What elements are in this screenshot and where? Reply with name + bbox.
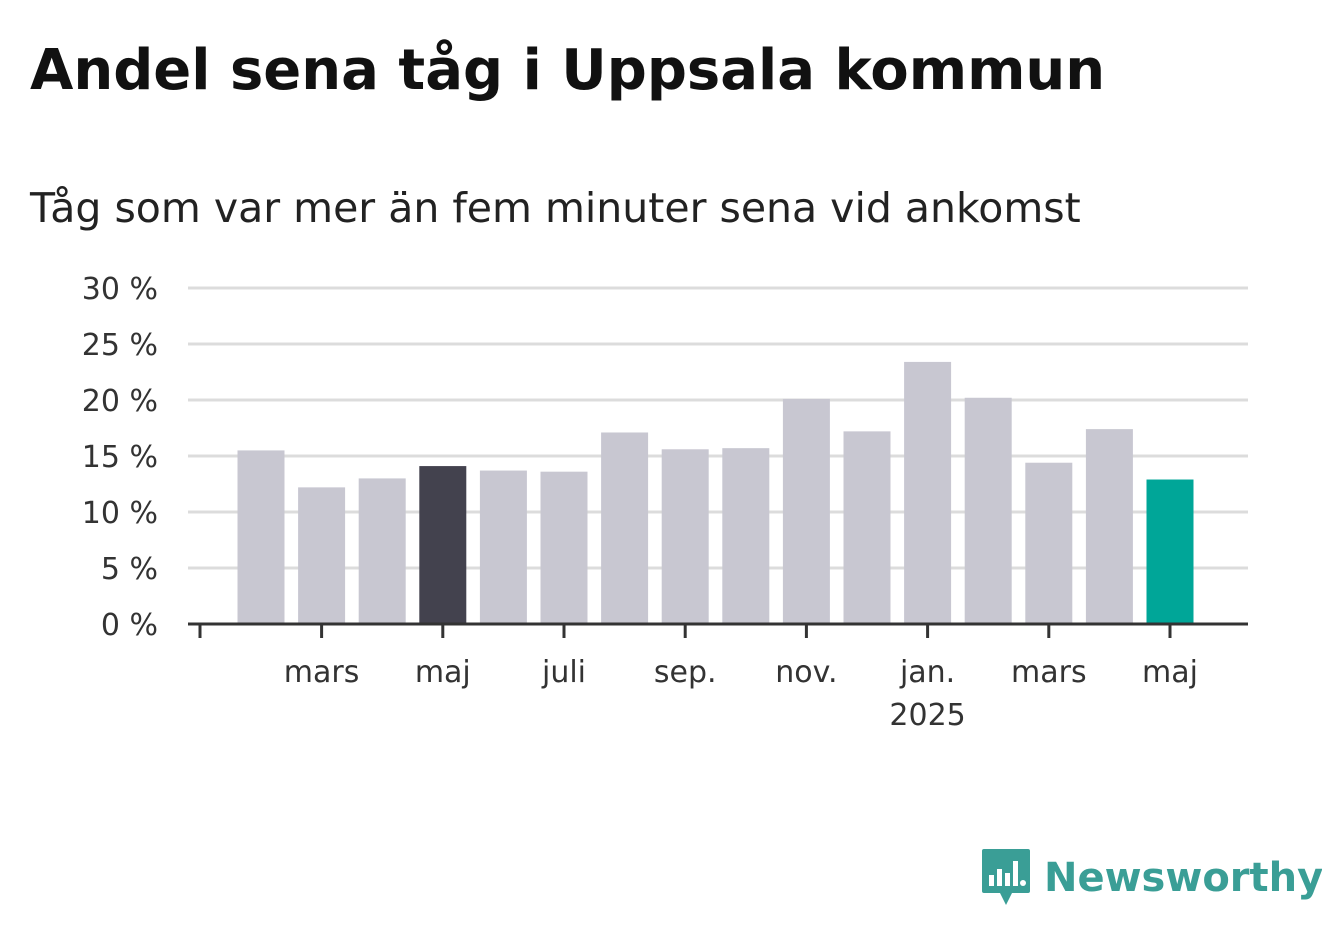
- bar-2024-02: [237, 450, 285, 624]
- y-tick-label: 20 %: [82, 384, 158, 419]
- chart-title: Andel sena tåg i Uppsala kommun: [30, 38, 1106, 103]
- bar-2025-05: [1146, 479, 1194, 624]
- x-tick-label: maj: [1142, 655, 1198, 690]
- bar-2024-05: [419, 466, 467, 624]
- bar-2024-11: [782, 398, 830, 624]
- x-tick-label: mars: [1011, 655, 1087, 690]
- bar-2025-04: [1085, 429, 1133, 624]
- x-tick-label: sep.: [654, 655, 717, 690]
- newsworthy-logo-icon: [982, 849, 1030, 905]
- y-axis-ticks: 0 % 5 % 10 % 15 % 20 % 25 % 30 %: [82, 272, 158, 643]
- bar-2024-09: [661, 449, 709, 624]
- y-tick-label: 0 %: [101, 608, 158, 643]
- bar-2024-08: [601, 432, 649, 624]
- brand-logo: Newsworthy: [980, 848, 1322, 908]
- brand-name: Newsworthy: [1044, 855, 1322, 901]
- bar-2024-06: [479, 470, 527, 624]
- bar-2025-02: [964, 397, 1012, 624]
- x-tick-year-label: 2025: [889, 698, 965, 733]
- bar-2025-01: [904, 361, 952, 624]
- y-tick-label: 25 %: [82, 328, 158, 363]
- bar-2024-10: [722, 448, 770, 624]
- y-tick-label: 30 %: [82, 272, 158, 307]
- x-axis: [188, 622, 1248, 638]
- bars: [237, 361, 1194, 624]
- x-tick-label: jan.: [899, 655, 955, 690]
- y-tick-label: 5 %: [101, 552, 158, 587]
- x-tick-label: juli: [541, 655, 586, 690]
- bar-2024-03: [298, 487, 346, 624]
- y-tick-label: 15 %: [82, 440, 158, 475]
- x-tick-label: mars: [284, 655, 360, 690]
- bar-2024-12: [843, 431, 891, 624]
- x-tick-label: maj: [415, 655, 471, 690]
- bar-2025-03: [1025, 462, 1073, 624]
- bar-2024-04: [358, 478, 406, 624]
- chart-subtitle: Tåg som var mer än fem minuter sena vid …: [30, 184, 1081, 232]
- bar-2024-07: [540, 471, 588, 624]
- x-axis-ticks: mars maj juli sep. nov. jan. 2025 mars maj: [284, 655, 1198, 733]
- x-tick-label: nov.: [775, 655, 837, 690]
- y-tick-label: 10 %: [82, 496, 158, 531]
